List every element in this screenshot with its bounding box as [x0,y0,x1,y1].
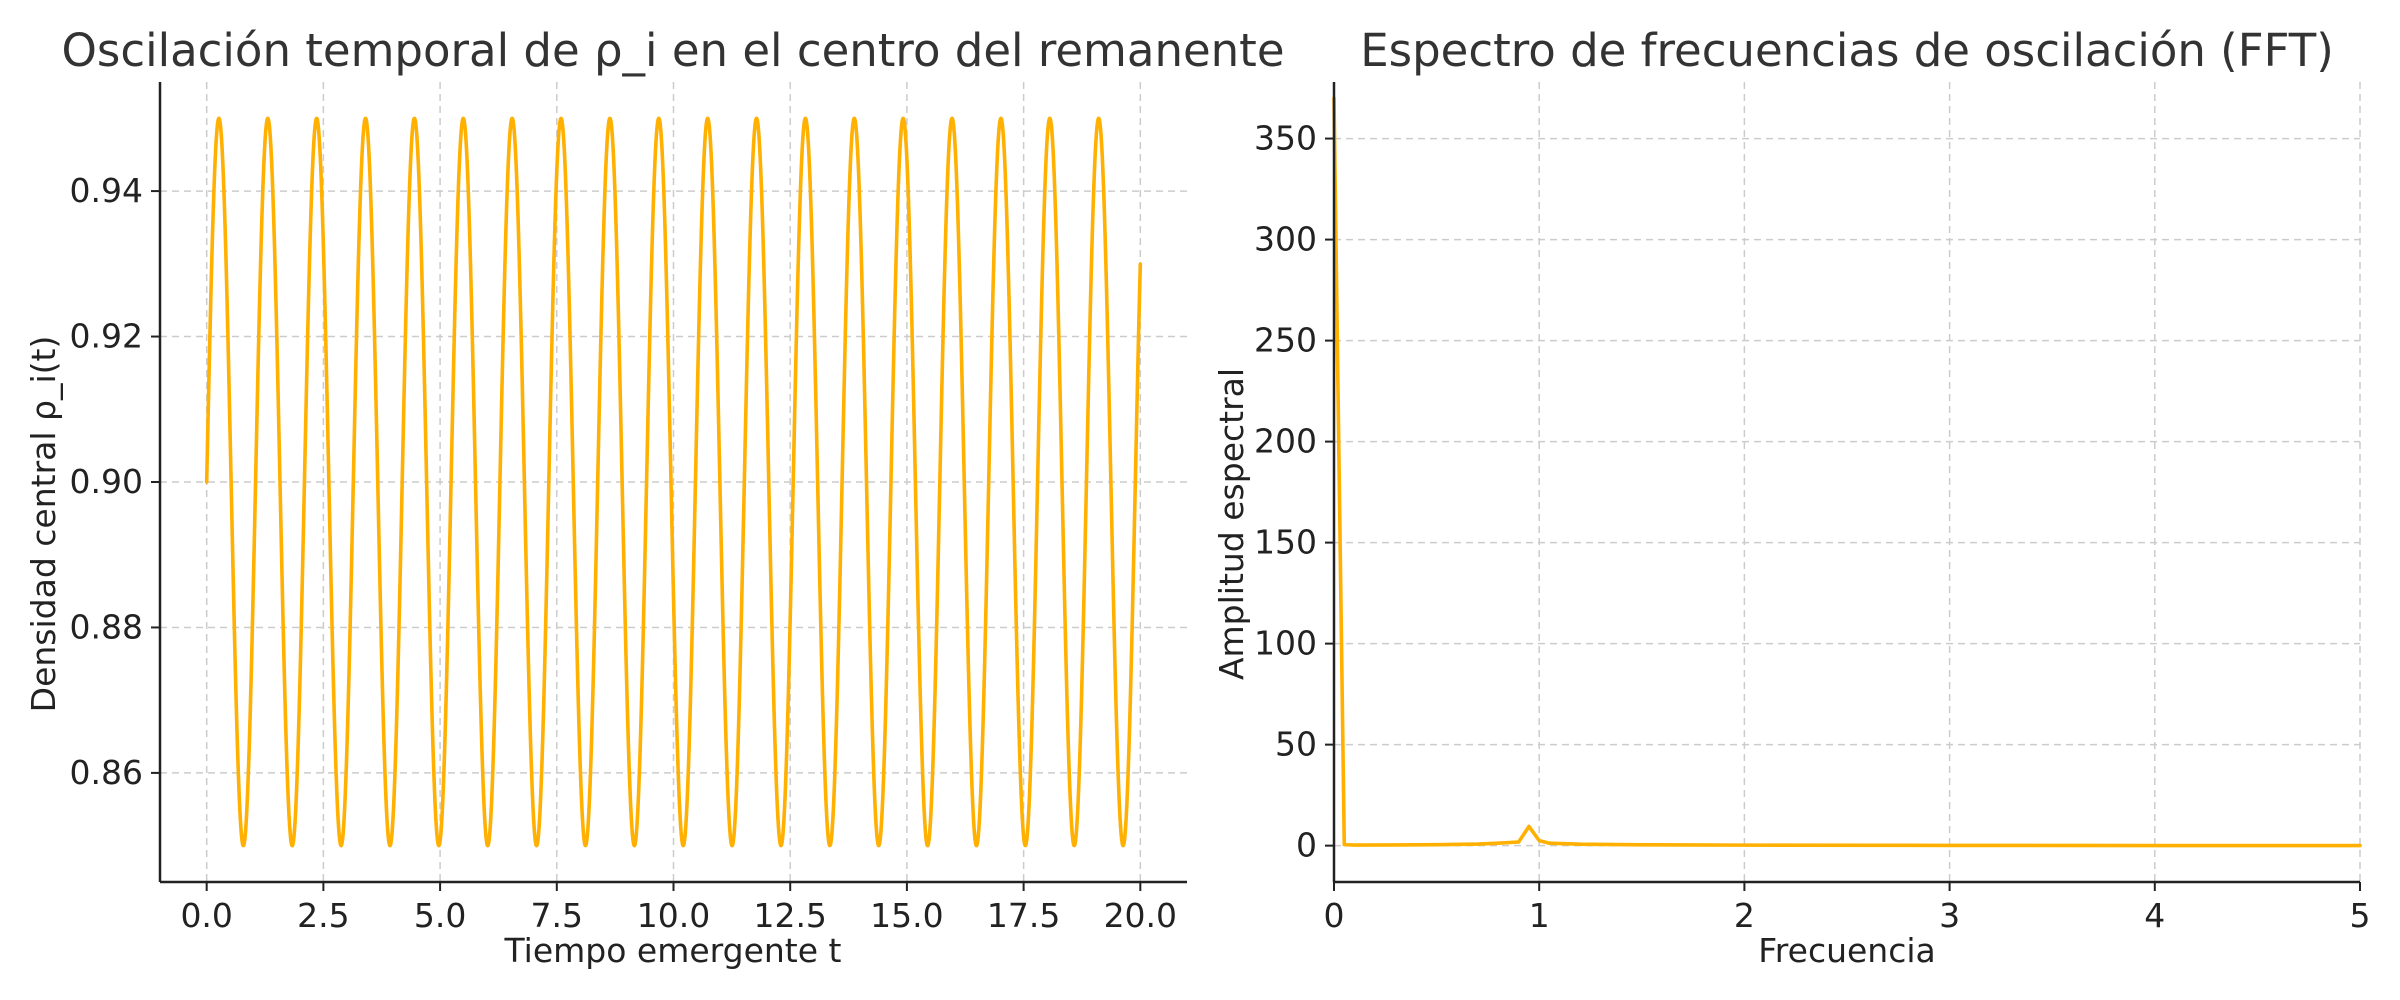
x-tick-label: 2 [1734,896,1755,935]
chart-title: Espectro de frecuencias de oscilación (F… [1360,24,2334,77]
y-tick-label: 0.92 [70,317,143,356]
time-oscillation-chart: Oscilación temporal de ρ_i en el centro … [24,24,1285,970]
x-tick-label: 2.5 [297,896,349,935]
x-tick-label: 5.0 [414,896,466,935]
y-axis-label: Densidad central ρ_i(t) [24,336,63,713]
y-axis-label: Amplitud espectral [1212,368,1251,680]
y-tick-label: 300 [1254,220,1317,259]
y-tick-label: 0 [1296,826,1317,865]
series-layer [204,116,1143,848]
y-tick-label: 250 [1254,321,1317,360]
y-tick-label: 100 [1254,624,1317,663]
x-tick-label: 15.0 [870,896,943,935]
x-tick-label: 12.5 [753,896,826,935]
chart-title: Oscilación temporal de ρ_i en el centro … [61,24,1284,77]
series-line [204,116,1143,848]
x-tick-label: 17.5 [987,896,1060,935]
fft-spectrum-chart: Espectro de frecuencias de oscilación (F… [1212,24,2371,970]
axes: 0.0 2.5 5.0 7.5 10.0 12.5 15.0 17.5 20.0 0.86 0.88… [70,82,1187,935]
y-tick-label: 0.90 [70,462,143,501]
x-tick-label: 5 [2350,896,2371,935]
x-tick-label: 0 [1324,896,1345,935]
y-tick-label: 350 [1254,119,1317,158]
x-tick-label: 10.0 [637,896,710,935]
grid [1333,82,2361,882]
x-tick-label: 20.0 [1104,896,1177,935]
x-axis-label: Tiempo emergente t [504,931,842,970]
x-tick-label: 7.5 [531,896,583,935]
x-tick-label: 1 [1529,896,1550,935]
series-line [1332,96,2362,848]
x-tick-label: 0.0 [180,896,232,935]
series-layer [1332,96,2362,848]
x-tick-label: 4 [2144,896,2165,935]
x-tick-label: 3 [1939,896,1960,935]
x-axis-label: Frecuencia [1758,931,1936,970]
y-tick-label: 0.86 [70,753,143,792]
y-tick-label: 0.94 [70,171,143,210]
y-tick-label: 150 [1254,523,1317,562]
y-tick-label: 50 [1275,725,1317,764]
grid [160,82,1187,882]
y-tick-label: 0.88 [70,607,143,646]
y-tick-label: 200 [1254,422,1317,461]
